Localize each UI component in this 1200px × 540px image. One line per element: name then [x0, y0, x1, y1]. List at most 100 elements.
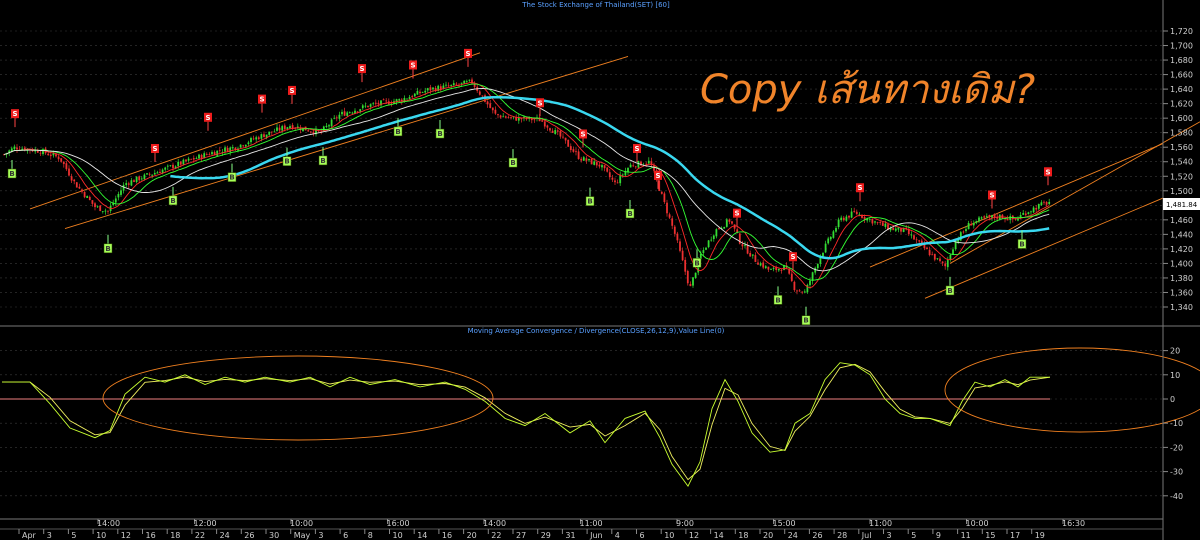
candle-body [598, 164, 601, 167]
price-tick-label: 1,620 [1170, 100, 1193, 109]
buy-marker [318, 155, 328, 166]
candle-body [757, 262, 759, 265]
candle-body [161, 169, 164, 174]
candle-body [796, 290, 798, 292]
candle-body [923, 243, 926, 249]
buy-marker [435, 128, 445, 139]
candle-body [203, 153, 206, 159]
candle-body [1014, 218, 1017, 220]
candle-body [185, 159, 187, 162]
candle-body [406, 98, 408, 100]
candle-body [850, 211, 853, 218]
candle-body [991, 215, 993, 218]
candle-body [832, 231, 835, 238]
candle-body [866, 218, 869, 221]
price-tick-label: 1,640 [1170, 85, 1193, 94]
candle-body [572, 149, 575, 152]
candle-body [725, 219, 728, 227]
sell-marker-label: S [537, 99, 542, 107]
macd-ellipses [102, 347, 1200, 441]
candle-body [10, 148, 13, 152]
candle-body [120, 190, 122, 195]
date-label: 17 [1010, 531, 1020, 540]
candle-body [889, 227, 892, 231]
sell-marker-label: S [790, 253, 795, 261]
candle-body [143, 174, 146, 180]
candle-body [73, 179, 76, 182]
candle-body [83, 192, 86, 198]
candle-body [125, 183, 128, 186]
candle-body [606, 167, 609, 172]
candle-body [632, 165, 635, 167]
candle-body [486, 101, 489, 105]
candle-body [736, 229, 739, 233]
candle-body [538, 117, 541, 122]
candle-body [707, 240, 710, 248]
candle-body [627, 167, 629, 173]
candle-body [507, 117, 510, 119]
candle-body [94, 203, 96, 208]
candle-body [533, 119, 536, 121]
candle-body [562, 136, 564, 138]
sell-marker [204, 112, 212, 122]
candle-body [372, 103, 375, 105]
sell-marker-label: S [655, 172, 660, 180]
candle-body [681, 250, 684, 261]
candle-body [333, 117, 336, 119]
price-tick-label: 1,420 [1170, 245, 1193, 254]
candle-body [18, 149, 21, 151]
candle-body [551, 130, 554, 133]
candle-body [468, 79, 471, 81]
candle-body [239, 144, 242, 148]
candle-body [1024, 213, 1027, 216]
candle-body [543, 121, 546, 127]
candle-body [907, 228, 910, 235]
candle-body [70, 176, 73, 181]
candle-body [915, 239, 918, 241]
candle-body [744, 244, 746, 246]
date-label: 16 [146, 531, 156, 540]
candle-body [195, 158, 198, 159]
candle-body [273, 131, 276, 133]
candle-body [432, 87, 434, 90]
candle-body [55, 154, 57, 157]
sell-marker [1044, 167, 1052, 177]
candle-body [871, 218, 874, 224]
buy-marker [282, 156, 292, 166]
price-tick-label: 1,440 [1170, 230, 1193, 239]
macd-tick-label: -20 [1170, 443, 1183, 452]
date-label: Jun [589, 531, 603, 540]
price-tick-label: 1,500 [1170, 187, 1193, 196]
candle-body [419, 91, 421, 94]
candle-body [13, 146, 16, 150]
candle-body [676, 233, 679, 241]
candle-body [619, 174, 622, 184]
candle-body [954, 240, 957, 250]
candle-body [853, 210, 856, 212]
candle-body [1043, 201, 1045, 203]
candle-body [463, 80, 466, 84]
date-label: 31 [565, 531, 575, 540]
candle-body [842, 217, 845, 221]
candle-body [668, 214, 671, 218]
buy-marker [625, 208, 635, 219]
buy-marker [7, 168, 17, 179]
candle-body [702, 250, 705, 253]
candle-body [174, 166, 177, 169]
sell-marker-label: S [289, 87, 294, 95]
candle-body [307, 130, 310, 132]
candle-body [611, 177, 614, 180]
candle-body [164, 167, 167, 170]
date-label: 10 [96, 531, 106, 540]
candle-body [208, 154, 211, 156]
time-label: 16:00 [387, 519, 410, 528]
date-label: 18 [738, 531, 748, 540]
candle-body [91, 200, 94, 204]
candle-body [530, 117, 533, 121]
candle-body [577, 151, 580, 159]
candle-body [824, 243, 827, 253]
candle-body [699, 253, 702, 260]
candle-body [268, 131, 271, 135]
buy-marker-label: B [1019, 240, 1024, 248]
sell-marker [464, 48, 472, 58]
